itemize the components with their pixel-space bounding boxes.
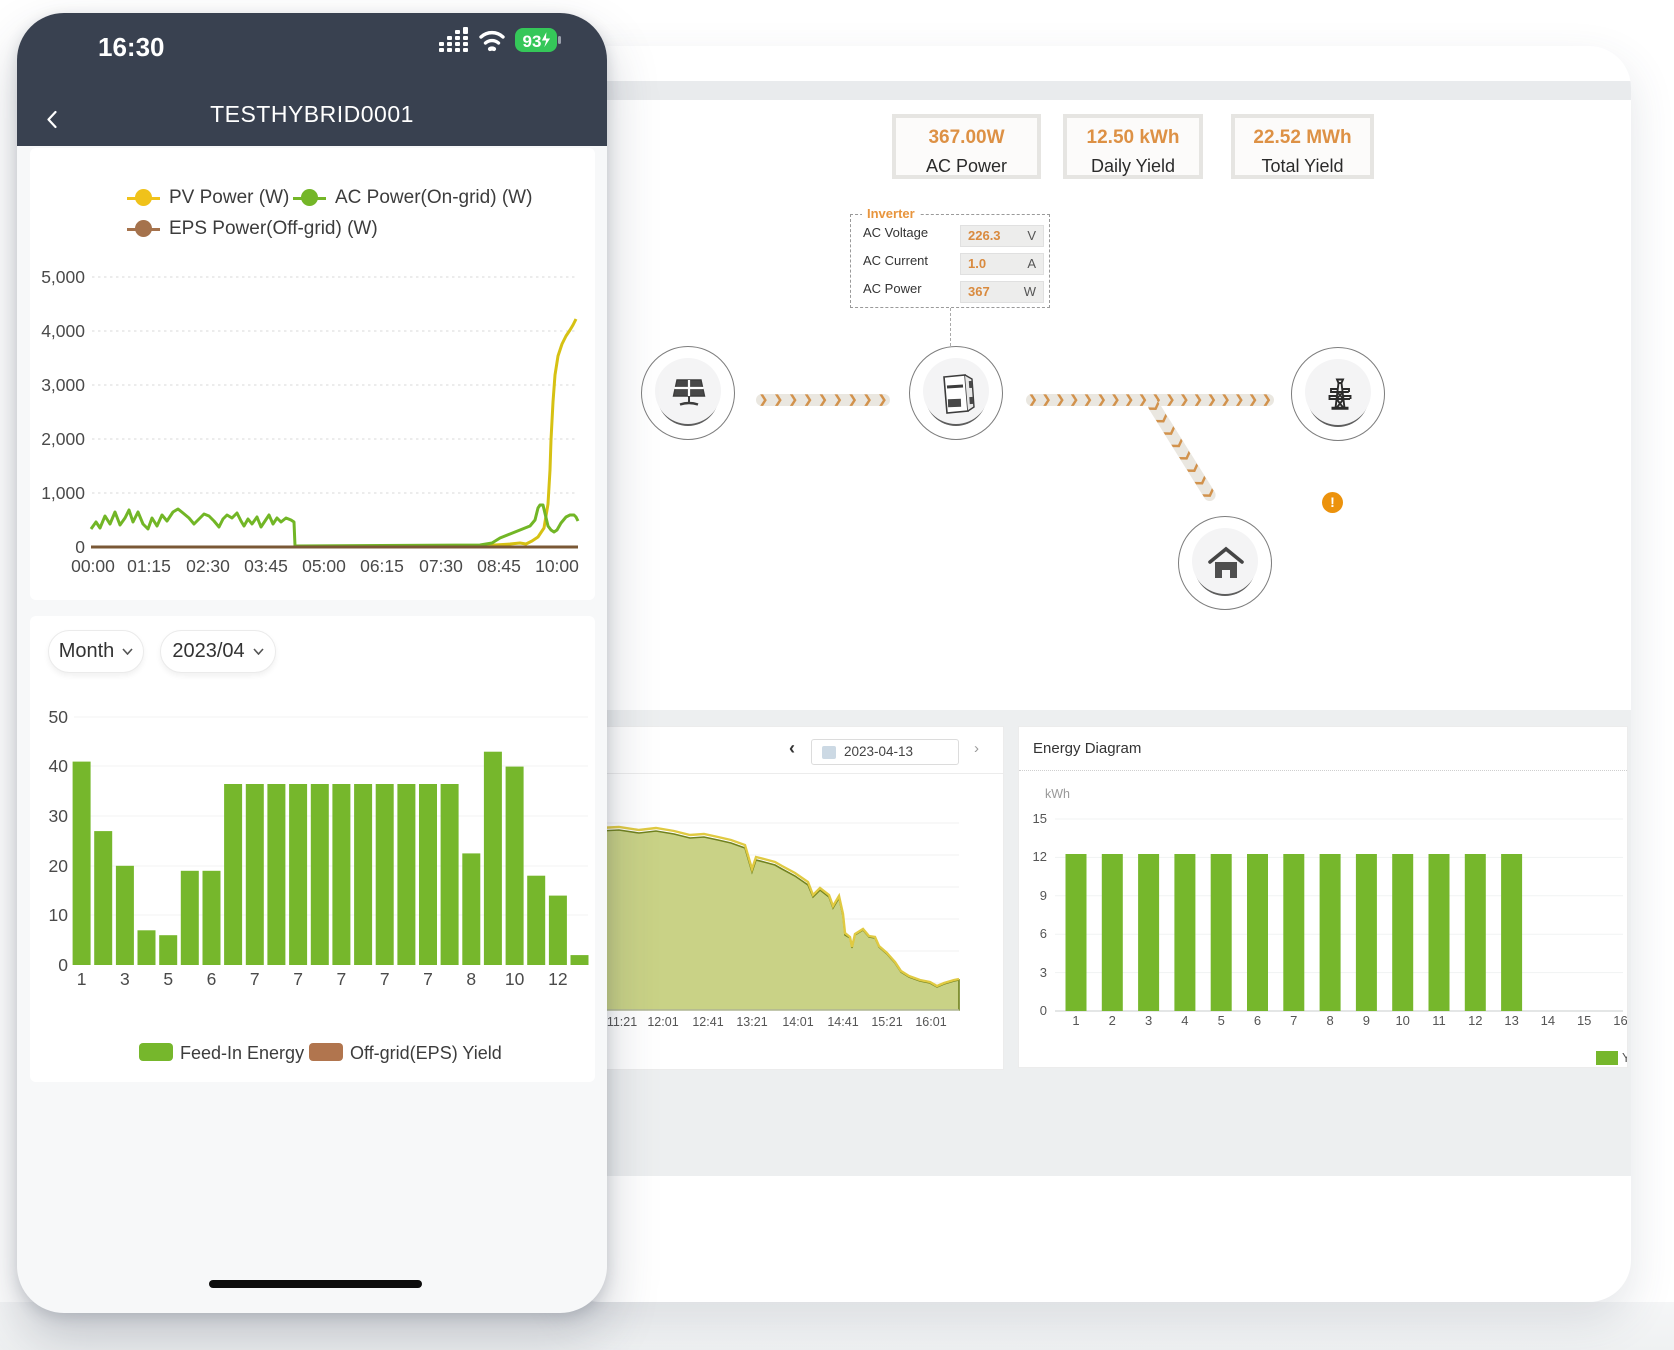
svg-text:12:01: 12:01: [647, 1015, 678, 1029]
svg-text:11:21: 11:21: [607, 1015, 637, 1029]
svg-text:10: 10: [49, 905, 69, 925]
svg-text:06:15: 06:15: [360, 556, 404, 576]
svg-text:15:21: 15:21: [871, 1015, 902, 1029]
svg-text:3: 3: [1145, 1013, 1152, 1028]
svg-text:02:30: 02:30: [186, 556, 230, 576]
svg-text:1,000: 1,000: [41, 483, 85, 503]
svg-text:7: 7: [1290, 1013, 1297, 1028]
svg-text:30: 30: [49, 806, 69, 826]
svg-text:7: 7: [250, 969, 260, 989]
svg-text:0: 0: [75, 537, 85, 557]
svg-text:20: 20: [49, 856, 69, 876]
svg-text:12:41: 12:41: [692, 1015, 723, 1029]
svg-text:7: 7: [423, 969, 433, 989]
svg-text:05:00: 05:00: [302, 556, 346, 576]
svg-text:13:21: 13:21: [736, 1015, 767, 1029]
svg-text:0: 0: [1040, 1003, 1047, 1018]
svg-text:3: 3: [120, 969, 130, 989]
svg-text:13: 13: [1504, 1013, 1518, 1028]
svg-text:6: 6: [1040, 926, 1047, 941]
svg-text:4,000: 4,000: [41, 321, 85, 341]
svg-text:7: 7: [380, 969, 390, 989]
svg-text:6: 6: [207, 969, 217, 989]
svg-text:14:41: 14:41: [827, 1015, 858, 1029]
svg-text:40: 40: [49, 756, 69, 776]
svg-text:16: 16: [1613, 1013, 1627, 1028]
svg-text:7: 7: [293, 969, 303, 989]
svg-text:3,000: 3,000: [41, 375, 85, 395]
svg-text:6: 6: [1254, 1013, 1261, 1028]
svg-text:07:30: 07:30: [419, 556, 463, 576]
svg-text:15: 15: [1033, 811, 1047, 826]
svg-text:08:45: 08:45: [477, 556, 521, 576]
svg-text:5: 5: [163, 969, 173, 989]
svg-text:10: 10: [505, 969, 525, 989]
svg-text:01:15: 01:15: [127, 556, 171, 576]
svg-text:7: 7: [337, 969, 347, 989]
svg-text:14: 14: [1541, 1013, 1555, 1028]
svg-text:12: 12: [1468, 1013, 1482, 1028]
svg-text:9: 9: [1363, 1013, 1370, 1028]
svg-text:0: 0: [58, 955, 68, 975]
svg-text:5: 5: [1218, 1013, 1225, 1028]
svg-text:50: 50: [49, 707, 69, 727]
svg-text:15: 15: [1577, 1013, 1591, 1028]
svg-text:2: 2: [1109, 1013, 1116, 1028]
svg-text:14:01: 14:01: [782, 1015, 813, 1029]
svg-text:5,000: 5,000: [41, 267, 85, 287]
svg-text:10:00: 10:00: [535, 556, 579, 576]
svg-text:4: 4: [1181, 1013, 1188, 1028]
svg-text:12: 12: [1033, 849, 1047, 864]
svg-text:Yield: Yield: [1622, 1051, 1628, 1065]
svg-text:1: 1: [1072, 1013, 1079, 1028]
svg-text:2,000: 2,000: [41, 429, 85, 449]
svg-text:9: 9: [1040, 888, 1047, 903]
svg-text:16:01: 16:01: [915, 1015, 946, 1029]
svg-text:10: 10: [1395, 1013, 1409, 1028]
svg-text:1: 1: [77, 969, 87, 989]
svg-text:03:45: 03:45: [244, 556, 288, 576]
svg-text:00:00: 00:00: [71, 556, 115, 576]
svg-text:12: 12: [548, 969, 567, 989]
svg-text:3: 3: [1040, 965, 1047, 980]
svg-text:93: 93: [523, 32, 542, 51]
svg-text:8: 8: [1326, 1013, 1333, 1028]
svg-text:11: 11: [1432, 1013, 1446, 1028]
svg-text:8: 8: [466, 969, 476, 989]
